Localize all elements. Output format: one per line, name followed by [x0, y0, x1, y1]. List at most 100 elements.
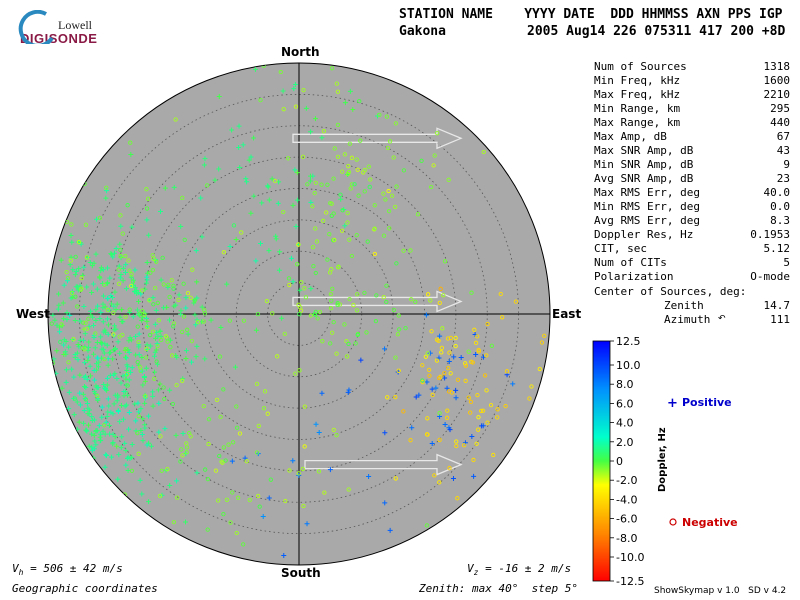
- negative-point: [438, 286, 443, 291]
- negative-point: [83, 320, 88, 325]
- positive-point: [139, 432, 145, 438]
- negative-point: [297, 311, 302, 317]
- negative-point: [66, 360, 71, 365]
- positive-point: [56, 302, 62, 308]
- negative-point: [69, 222, 74, 227]
- colorbar-tick-label: 0: [616, 455, 623, 468]
- positive-point: [96, 423, 102, 429]
- positive-point: [140, 416, 146, 422]
- negative-point: [328, 200, 333, 206]
- positive-point: [260, 514, 266, 520]
- negative-point: [328, 292, 334, 297]
- positive-point: [150, 389, 156, 395]
- negative-point: [331, 176, 336, 181]
- positive-point: [346, 387, 352, 393]
- negative-point: [384, 299, 389, 305]
- positive-point: [142, 425, 148, 431]
- negative-point: [448, 371, 453, 376]
- stat-label: Min Freq, kHz: [594, 74, 681, 87]
- positive-point: [144, 259, 150, 265]
- positive-point: [442, 375, 448, 381]
- negative-point: [484, 388, 489, 393]
- negative-point: [349, 155, 355, 160]
- positive-point: [73, 268, 79, 274]
- negative-point: [128, 283, 134, 289]
- positive-point: [253, 327, 259, 333]
- negative-point: [357, 98, 362, 104]
- positive-point: [105, 396, 111, 402]
- positive-point: [155, 387, 161, 393]
- positive-point: [281, 553, 287, 559]
- positive-point: [99, 414, 105, 420]
- positive-point: [72, 317, 78, 323]
- negative-point: [117, 334, 122, 339]
- negative-point: [129, 468, 135, 474]
- positive-point: [87, 260, 93, 266]
- positive-point: [61, 282, 67, 288]
- negative-point: [454, 439, 459, 444]
- negative-point: [268, 477, 273, 482]
- positive-point: [279, 315, 285, 321]
- positive-point: [451, 354, 457, 360]
- colorbar-tick-label: 4.0: [616, 417, 634, 430]
- negative-point: [140, 308, 145, 314]
- positive-point: [312, 116, 318, 122]
- positive-point: [156, 429, 162, 435]
- negative-point: [387, 139, 393, 144]
- negative-point: [335, 302, 340, 308]
- positive-point: [297, 287, 303, 293]
- center-zenith-value: 14.7: [763, 299, 791, 312]
- negative-point: [386, 208, 392, 214]
- positive-point: [61, 352, 67, 358]
- negative-point: [425, 351, 430, 356]
- stat-label: Max SNR Amp, dB: [594, 144, 694, 157]
- positive-point: [266, 248, 272, 254]
- negative-point: [468, 399, 474, 404]
- positive-point: [112, 289, 118, 295]
- negative-point: [258, 97, 263, 103]
- negative-point: [301, 503, 306, 509]
- positive-point: [111, 401, 117, 407]
- negative-point: [296, 471, 301, 476]
- positive-point: [157, 381, 163, 387]
- negative-point: [283, 498, 288, 504]
- negative-point: [104, 185, 109, 190]
- negative-point: [189, 338, 195, 344]
- positive-point: [253, 258, 259, 264]
- negative-point: [302, 404, 307, 409]
- positive-point: [114, 398, 120, 404]
- negative-point: [161, 385, 166, 390]
- positive-point: [366, 474, 372, 480]
- negative-point: [221, 250, 227, 255]
- positive-point: [94, 286, 100, 292]
- positive-point: [64, 317, 70, 323]
- negative-point: [334, 433, 339, 438]
- negative-point: [227, 318, 232, 323]
- stat-label: Max Freq, kHz: [594, 88, 681, 101]
- negative-point: [429, 329, 434, 334]
- positive-point: [98, 431, 104, 437]
- negative-point: [470, 360, 475, 365]
- positive-point: [87, 363, 93, 369]
- negative-point: [220, 460, 225, 465]
- positive-point: [269, 176, 275, 182]
- positive-point: [194, 470, 200, 476]
- positive-point: [243, 176, 249, 182]
- negative-point: [162, 396, 167, 402]
- negative-point: [155, 300, 160, 306]
- positive-point: [54, 322, 60, 328]
- positive-point: [69, 366, 75, 372]
- positive-point: [152, 321, 158, 327]
- negative-point: [385, 145, 391, 151]
- negative-point: [124, 372, 130, 377]
- negative-point: [503, 404, 508, 409]
- positive-point: [70, 294, 76, 300]
- positive-point: [89, 444, 95, 450]
- negative-marker-icon: [669, 518, 677, 526]
- negative-point: [140, 288, 145, 293]
- positive-point: [57, 329, 63, 335]
- positive-point: [248, 210, 254, 216]
- negative-point: [163, 334, 169, 339]
- positive-point: [105, 322, 111, 328]
- positive-point: [82, 331, 88, 337]
